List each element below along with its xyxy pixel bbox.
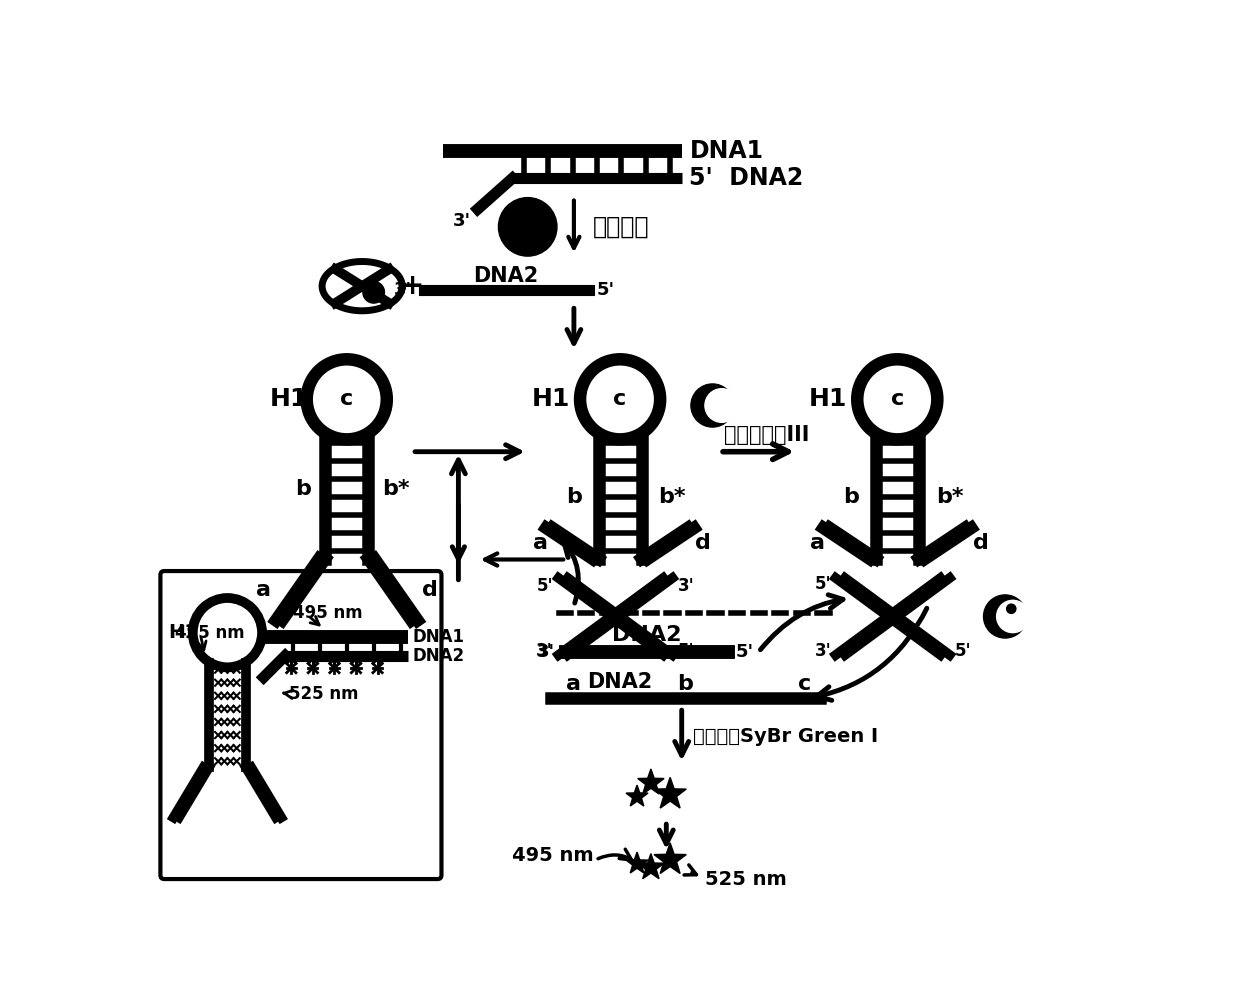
Circle shape — [983, 595, 1027, 638]
Polygon shape — [653, 843, 686, 873]
Polygon shape — [637, 769, 665, 794]
Polygon shape — [637, 853, 665, 878]
Text: b: b — [295, 479, 311, 499]
Text: 3': 3' — [537, 643, 554, 661]
Circle shape — [704, 389, 739, 422]
Text: b: b — [843, 487, 859, 508]
Text: c: c — [614, 389, 626, 409]
Text: 3': 3' — [678, 577, 694, 595]
Text: 5'  DNA2: 5' DNA2 — [689, 167, 804, 190]
Text: 5': 5' — [815, 575, 832, 593]
Text: d: d — [696, 534, 712, 554]
Text: 495 nm: 495 nm — [293, 604, 362, 622]
Text: +: + — [401, 272, 424, 300]
Text: a: a — [257, 580, 272, 600]
Circle shape — [997, 600, 1029, 633]
Text: 495 nm: 495 nm — [512, 846, 593, 865]
Text: b*: b* — [382, 479, 409, 499]
Text: a: a — [811, 534, 826, 554]
Text: 马拉硫磷: 马拉硫磷 — [593, 215, 650, 239]
Polygon shape — [626, 852, 649, 873]
Text: DNA2: DNA2 — [588, 672, 652, 691]
Text: 3': 3' — [815, 642, 832, 660]
Text: 3': 3' — [394, 281, 412, 299]
Text: DNA2: DNA2 — [474, 266, 538, 286]
Text: 荧光染料SyBr Green I: 荧光染料SyBr Green I — [693, 727, 878, 746]
Polygon shape — [626, 785, 649, 806]
Text: 5': 5' — [678, 642, 694, 660]
Text: c: c — [340, 389, 353, 409]
Text: DNA2: DNA2 — [412, 647, 464, 664]
Text: 5': 5' — [735, 643, 754, 661]
Text: b*: b* — [936, 487, 963, 508]
Circle shape — [1007, 604, 1016, 613]
Text: c: c — [890, 389, 904, 409]
Text: a: a — [533, 534, 548, 554]
Text: 3': 3' — [453, 212, 471, 230]
Text: 5': 5' — [596, 281, 615, 299]
Text: 495 nm: 495 nm — [175, 624, 244, 641]
Text: 3': 3' — [536, 642, 553, 660]
Text: 5': 5' — [955, 642, 972, 660]
Text: H1: H1 — [808, 387, 847, 411]
Text: 525 nm: 525 nm — [704, 869, 786, 888]
Text: b: b — [677, 674, 693, 694]
Circle shape — [498, 198, 557, 256]
Text: d: d — [972, 534, 988, 554]
Circle shape — [691, 384, 734, 427]
Text: a: a — [567, 674, 582, 694]
Text: DNA2: DNA2 — [613, 625, 682, 645]
Text: 525 nm: 525 nm — [289, 685, 358, 704]
FancyBboxPatch shape — [160, 571, 441, 879]
Text: H1: H1 — [270, 387, 309, 411]
Text: H1: H1 — [532, 387, 570, 411]
Circle shape — [363, 281, 384, 304]
Text: b*: b* — [658, 487, 686, 508]
Text: DNA1: DNA1 — [412, 627, 464, 645]
Text: H1: H1 — [167, 623, 197, 642]
Text: d: d — [422, 580, 438, 600]
Text: 核酸外切酶III: 核酸外切酶III — [724, 425, 810, 445]
Text: DNA1: DNA1 — [689, 140, 764, 164]
Text: b: b — [565, 487, 582, 508]
Text: c: c — [799, 674, 811, 694]
Text: 5': 5' — [537, 577, 553, 595]
Polygon shape — [653, 778, 686, 808]
